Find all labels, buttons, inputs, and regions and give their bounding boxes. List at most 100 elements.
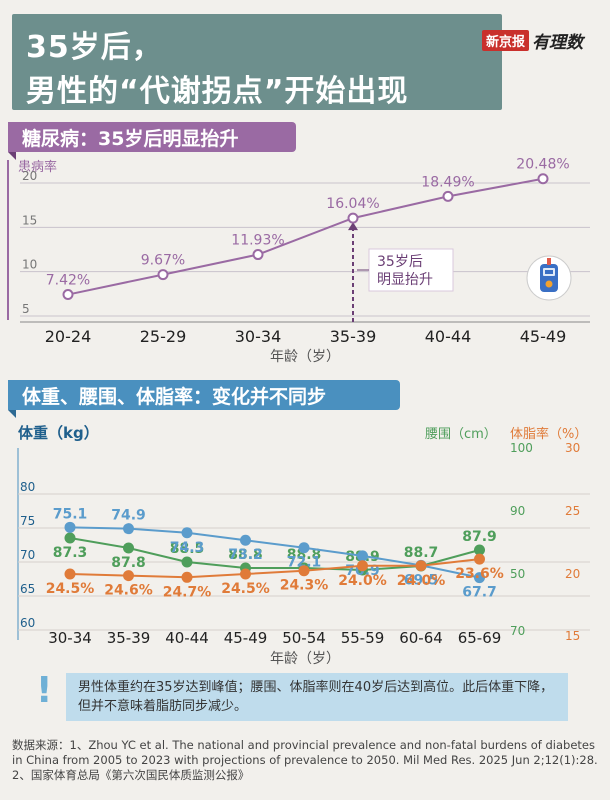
data-label: 16.04% xyxy=(326,196,379,212)
data-point xyxy=(157,269,169,281)
waist-tick-label: 70 xyxy=(510,624,525,638)
weight-tick-label: 65 xyxy=(20,582,35,596)
weight-label: 69.5 xyxy=(404,572,439,588)
section-1-banner: 糖尿病：35岁后明显抬升 xyxy=(8,122,296,152)
waist-point xyxy=(64,532,76,544)
weight-point xyxy=(64,521,76,533)
waist-label: 87.9 xyxy=(462,529,497,545)
bodyfat-label: 24.3% xyxy=(280,578,329,594)
x-axis-title: 年龄（岁） xyxy=(270,349,340,365)
waist-tick-label: 50 xyxy=(510,567,525,581)
waist-label: 87.3 xyxy=(53,545,88,561)
data-point xyxy=(347,212,359,224)
waist-point xyxy=(123,542,134,554)
source-footer: 数据来源：1、Zhou YC et al. The national and p… xyxy=(12,738,598,783)
x-tick-label: 30-34 xyxy=(235,327,282,346)
bodyfat-point xyxy=(298,565,310,577)
data-label: 20.48% xyxy=(516,157,569,173)
weight-point xyxy=(181,527,193,539)
waist-label: 88.7 xyxy=(404,545,439,561)
bodyfat-tick-label: 20 xyxy=(565,567,580,581)
data-label: 18.49% xyxy=(421,174,474,190)
x-tick-label: 65-69 xyxy=(458,629,502,647)
y-tick-label: 5 xyxy=(22,302,30,316)
weight-label: 67.7 xyxy=(462,585,497,601)
data-label: 7.42% xyxy=(46,273,90,289)
bodyfat-point xyxy=(64,568,76,580)
source-line-2: 2、国家体育总局《第六次国民体质监测公报》 xyxy=(12,768,250,782)
source-line-1: 数据来源：1、Zhou YC et al. The national and p… xyxy=(12,738,598,767)
bodyfat-point xyxy=(357,560,368,572)
weight-tick-label: 80 xyxy=(20,480,35,494)
data-point xyxy=(442,190,454,202)
x-tick-label: 45-49 xyxy=(224,629,268,647)
weight-point xyxy=(123,523,134,535)
bodyfat-label: 24.5% xyxy=(221,581,270,597)
weight-label: 74.9 xyxy=(111,508,146,524)
weight-tick-label: 60 xyxy=(20,616,35,630)
weight-line xyxy=(69,526,480,579)
x-tick-label: 40-44 xyxy=(165,629,209,647)
y-tick-label: 20 xyxy=(22,169,37,183)
bodyfat-line xyxy=(69,558,480,579)
waist-tick-label: 100 xyxy=(510,441,533,455)
data-label: 9.67% xyxy=(141,253,185,269)
x-tick-label: 40-44 xyxy=(425,327,472,346)
data-point xyxy=(62,289,74,301)
data-point xyxy=(252,249,264,261)
bodyfat-label: 24.5% xyxy=(46,581,95,597)
logo-column: 有理数 xyxy=(532,32,584,53)
title-banner: 35岁后， 男性的“代谢拐点”开始出现 xyxy=(12,14,502,110)
x-tick-label: 55-59 xyxy=(341,629,385,647)
weight-point xyxy=(357,550,368,562)
annotation-line-1: 35岁后 xyxy=(377,254,423,270)
waist-axis-title: 腰围（cm） xyxy=(425,427,497,442)
waist-point xyxy=(181,556,193,568)
waist-label: 88.8 xyxy=(228,547,263,563)
section-2-corner xyxy=(8,410,16,418)
section-2-banner: 体重、腰围、体脂率：变化并不同步 xyxy=(8,380,400,410)
x-tick-label: 45-49 xyxy=(520,327,567,346)
bodyfat-tick-label: 15 xyxy=(565,629,580,643)
waist-point xyxy=(474,544,485,556)
annotation-arrow-head xyxy=(348,222,358,231)
waist-label: 88.5 xyxy=(170,541,205,557)
x-tick-label: 60-64 xyxy=(399,629,443,647)
weight-point xyxy=(240,534,251,546)
bodyfat-point xyxy=(123,570,134,582)
title-line-2: 男性的“代谢拐点”开始出现 xyxy=(26,74,409,109)
waist-label: 88.8 xyxy=(287,547,322,563)
glucose-meter-icon xyxy=(526,255,572,301)
bodyfat-tick-label: 25 xyxy=(565,504,580,518)
bodyfat-label: 24.0% xyxy=(397,573,446,589)
diabetes-chart: 患病率 5 10 15 20 20-24 25-29 30-34 35-39 40-44 45-49… xyxy=(7,157,590,365)
brand-logo: 新京报 有理数 xyxy=(482,29,584,53)
data-label: 11.93% xyxy=(231,233,284,249)
bodyfat-label: 23.6% xyxy=(455,566,504,582)
annotation-box xyxy=(368,248,454,292)
weight-label: 74.3 xyxy=(170,540,205,556)
series-line xyxy=(67,177,544,296)
bodyfat-label: 24.6% xyxy=(104,583,153,599)
x-tick-label: 30-34 xyxy=(48,629,92,647)
x-tick-label: 20-24 xyxy=(45,327,92,346)
section-1-corner xyxy=(8,152,16,160)
weight-point xyxy=(298,542,310,554)
weight-label: 72.1 xyxy=(287,555,322,571)
y-tick-label: 15 xyxy=(22,213,37,227)
y-tick-label: 10 xyxy=(22,258,37,272)
bodyfat-point xyxy=(181,571,193,583)
y-axis-title: 患病率 xyxy=(18,159,57,175)
bodyfat-label: 24.7% xyxy=(163,584,212,600)
bodyfat-point xyxy=(415,560,427,572)
logo-newspaper: 新京报 xyxy=(482,29,530,51)
warning-icon: ! xyxy=(36,670,53,711)
weight-axis-title: 体重（kg） xyxy=(18,424,99,442)
note-box: 男性体重约在35岁达到峰值；腰围、体脂率则在40岁后达到高位。此后体重下降，但并… xyxy=(66,673,568,721)
bodyfat-point xyxy=(474,553,485,565)
weight-tick-label: 70 xyxy=(20,548,35,562)
waist-label: 87.8 xyxy=(111,555,146,571)
x-tick-label: 35-39 xyxy=(330,327,377,346)
data-point xyxy=(537,173,549,185)
